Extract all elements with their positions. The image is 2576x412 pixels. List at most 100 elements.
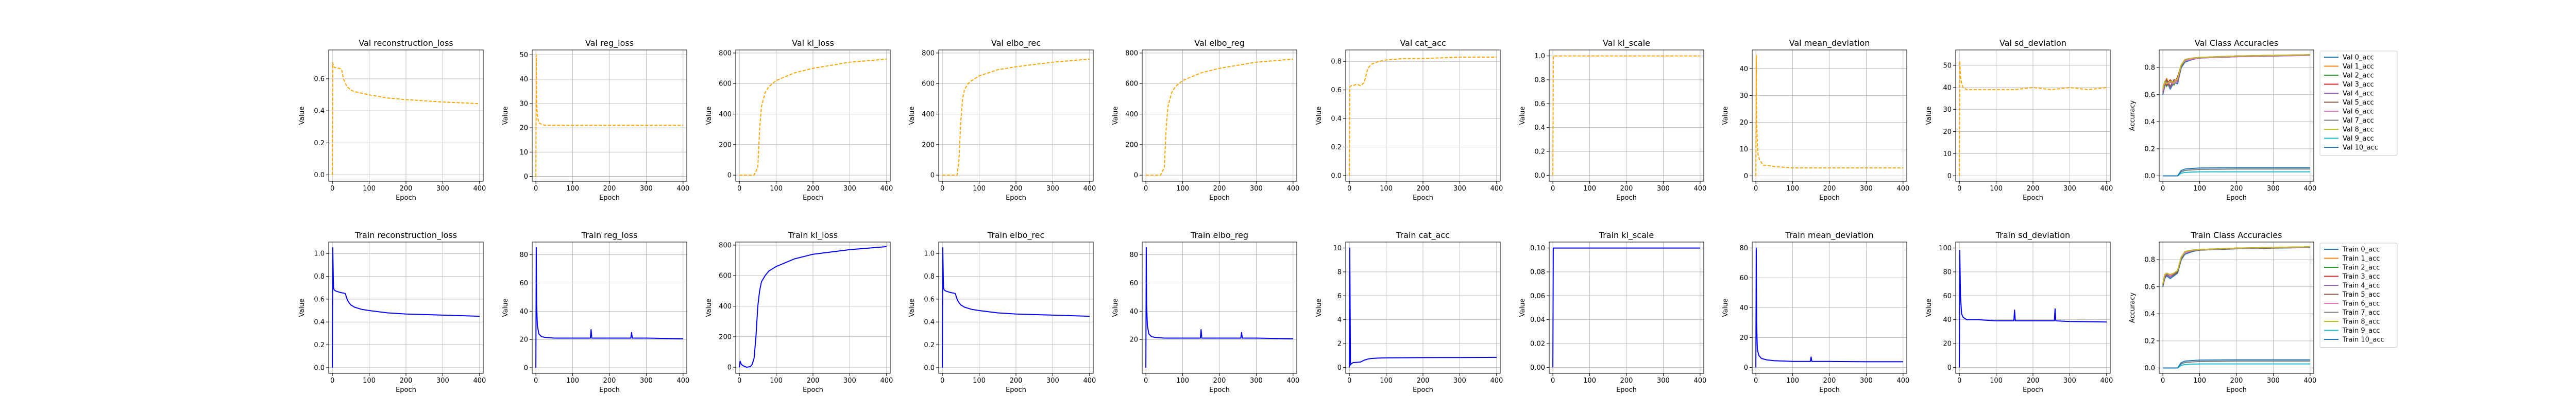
- chart-1-x-tick-label: 300: [640, 185, 653, 193]
- chart-5-y-tick-label: 0.8: [1331, 58, 1342, 66]
- chart-18-y-tick-label: 60: [1943, 293, 1952, 300]
- chart-17-x-tick-label: 400: [1896, 377, 1909, 385]
- chart-19-y-tick-label: 0.6: [2144, 283, 2155, 291]
- chart-5-x-tick-label: 300: [1453, 185, 1466, 193]
- chart-4-frame: [1142, 49, 1297, 182]
- chart-17-y-tick-label: 40: [1739, 304, 1748, 312]
- chart-8-x-tick-label: 200: [2027, 185, 2040, 193]
- chart-18-y-tick-label: 0: [1947, 364, 1952, 372]
- chart-16-y-tick-label: 0.10: [1530, 245, 1545, 252]
- chart-4-x-axis-label: Epoch: [1209, 194, 1230, 202]
- chart-19-legend-label-9: Train 9_acc: [2342, 327, 2380, 335]
- chart-0-y-tick-label: 0.2: [314, 140, 325, 147]
- chart-19-y-tick-label: 0.0: [2144, 365, 2155, 372]
- chart-17-y-tick-label: 0: [1744, 364, 1748, 372]
- chart-2-series-line-0: [739, 58, 887, 176]
- chart-7-x-tick-label: 0: [1754, 185, 1758, 193]
- chart-17-y-tick-label: 20: [1739, 334, 1748, 342]
- chart-1-y-tick-label: 40: [519, 76, 528, 83]
- chart-7-y-tick-label: 0: [1744, 173, 1748, 180]
- chart-6-x-tick-label: 200: [1620, 185, 1633, 193]
- chart-10-y-axis-label: Value: [298, 299, 306, 317]
- chart-9-x-tick-label: 100: [2193, 185, 2206, 193]
- chart-19-frame: [2159, 242, 2314, 374]
- chart-3-y-tick-label: 0: [930, 172, 935, 180]
- chart-9-legend-label-8: Val 8_acc: [2343, 126, 2374, 134]
- chart-14-x-axis-label: Epoch: [1209, 386, 1230, 394]
- chart-18-frame: [1955, 242, 2111, 374]
- chart-9-legend-label-10: Val 10_acc: [2343, 144, 2378, 152]
- chart-9-x-tick-label: 400: [2303, 185, 2316, 193]
- chart-16-x-tick-label: 0: [1551, 377, 1555, 385]
- chart-18-y-tick-label: 100: [1939, 245, 1952, 252]
- chart-11-x-tick-label: 200: [603, 377, 616, 385]
- chart-6-y-tick-label: 0.2: [1534, 148, 1545, 156]
- chart-12-y-tick-label: 200: [719, 333, 732, 341]
- chart-17-frame: [1752, 242, 1907, 374]
- chart-13-y-tick-label: 1.0: [924, 250, 935, 258]
- chart-9-x-tick-label: 300: [2267, 185, 2280, 193]
- chart-4-x-tick-label: 0: [1144, 185, 1148, 193]
- chart-9-series-line-8: [2162, 54, 2310, 90]
- chart-11-y-axis-label: Value: [502, 299, 510, 317]
- chart-6-y-tick-label: 0.0: [1534, 172, 1545, 180]
- chart-8-x-tick-label: 300: [2063, 185, 2076, 193]
- chart-11-y-tick-label: 20: [519, 336, 528, 344]
- chart-3-series-line-0: [942, 58, 1090, 176]
- chart-16-series-line-0: [1552, 247, 1700, 368]
- chart-16-y-tick-label: 0.02: [1530, 340, 1545, 348]
- chart-19-x-tick-label: 0: [2161, 377, 2165, 385]
- chart-2-x-tick-label: 200: [807, 185, 820, 193]
- chart-9-legend-label-2: Val 2_acc: [2343, 72, 2374, 80]
- chart-15-y-tick-label: 8: [1337, 268, 1342, 276]
- chart-15-x-tick-label: 300: [1453, 377, 1466, 385]
- chart-19-legend-label-2: Train 2_acc: [2342, 264, 2380, 272]
- chart-14-series-line-0: [1145, 247, 1293, 368]
- chart-5-y-tick-label: 0.2: [1331, 144, 1342, 151]
- chart-5-x-tick-label: 200: [1417, 185, 1430, 193]
- chart-5-x-tick-label: 100: [1380, 185, 1393, 193]
- chart-9-x-axis-label: Epoch: [2226, 194, 2247, 202]
- chart-4-y-tick-label: 600: [1125, 80, 1138, 88]
- chart-15-x-tick-label: 0: [1347, 377, 1351, 385]
- chart-4-y-tick-label: 200: [1125, 141, 1138, 149]
- chart-7-frame: [1752, 49, 1907, 182]
- chart-4-y-tick-label: 800: [1125, 49, 1138, 57]
- chart-13-x-tick-label: 400: [1083, 377, 1096, 385]
- chart-2-x-tick-label: 100: [770, 185, 783, 193]
- chart-18-y-tick-label: 80: [1943, 268, 1952, 276]
- chart-8-x-tick-label: 400: [2100, 185, 2113, 193]
- chart-6-frame: [1549, 49, 1704, 182]
- chart-14-x-tick-label: 300: [1250, 377, 1263, 385]
- chart-18-x-tick-label: 400: [2100, 377, 2113, 385]
- chart-4-x-tick-label: 400: [1286, 185, 1299, 193]
- chart-13-x-tick-label: 0: [940, 377, 944, 385]
- chart-3-x-tick-label: 0: [940, 185, 944, 193]
- chart-8-series-line-0: [1959, 60, 2107, 176]
- chart-0-y-tick-label: 0.6: [314, 75, 325, 83]
- chart-13-y-axis-label: Value: [908, 299, 916, 317]
- chart-10-x-tick-label: 0: [330, 377, 334, 385]
- chart-10-title: Train reconstruction_loss: [354, 230, 457, 241]
- chart-9-x-tick-label: 200: [2230, 185, 2243, 193]
- chart-9-series-line-10: [2163, 167, 2310, 177]
- chart-0-x-tick-label: 200: [400, 185, 413, 193]
- chart-19-legend-label-10: Train 10_acc: [2342, 336, 2384, 344]
- chart-3-frame: [938, 49, 1094, 182]
- chart-13-series-line-0: [942, 247, 1090, 368]
- chart-8-y-tick-label: 0: [1947, 173, 1952, 180]
- chart-4-y-tick-label: 400: [1125, 111, 1138, 118]
- chart-13-y-tick-label: 0.4: [924, 319, 935, 327]
- chart-12-y-tick-label: 600: [719, 272, 732, 280]
- chart-2-y-axis-label: Value: [705, 107, 713, 125]
- chart-7-x-tick-label: 200: [1823, 185, 1836, 193]
- chart-14-x-tick-label: 100: [1176, 377, 1189, 385]
- chart-16-x-tick-label: 100: [1583, 377, 1596, 385]
- chart-5-y-axis-label: Value: [1315, 107, 1323, 125]
- chart-17-title: Train mean_deviation: [1785, 230, 1873, 241]
- chart-8-y-tick-label: 20: [1943, 128, 1952, 136]
- chart-19-y-axis-label: Accuracy: [2129, 293, 2137, 323]
- chart-4-y-tick-label: 0: [1134, 172, 1138, 180]
- chart-0-y-tick-label: 0.4: [314, 108, 325, 115]
- chart-6-y-tick-label: 0.4: [1534, 124, 1545, 132]
